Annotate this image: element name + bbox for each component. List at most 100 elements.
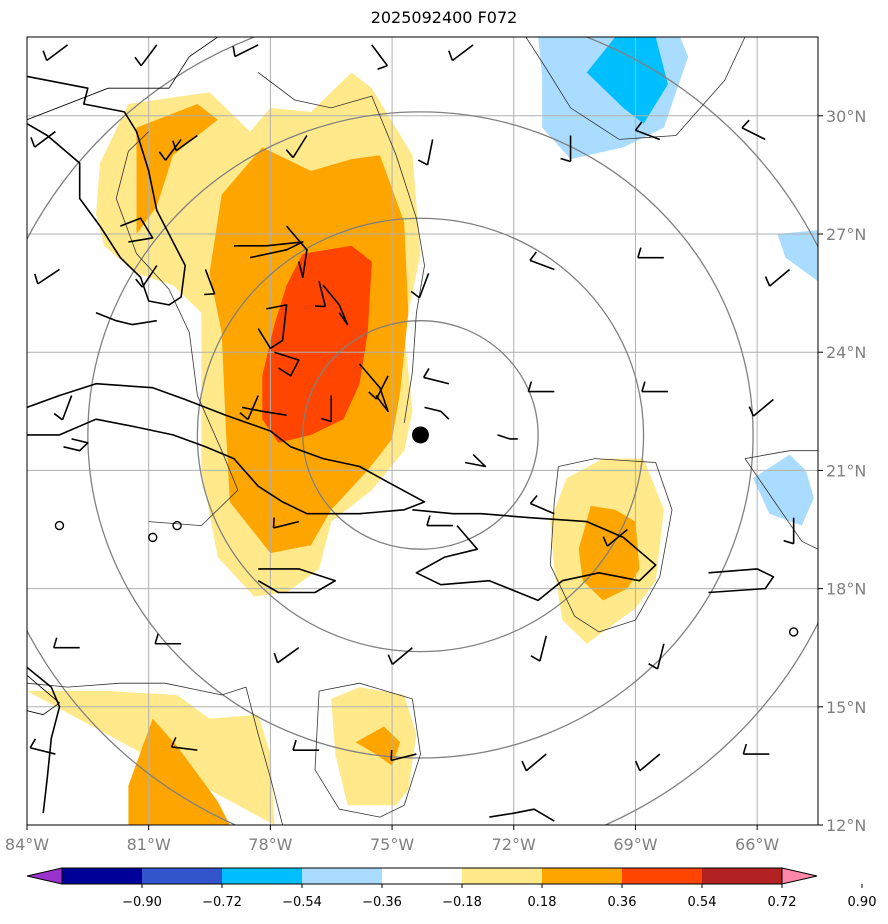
thin-contour-7 [27,682,283,825]
x-tick-label-4: 72°W [492,835,536,854]
wind-barb-10 [560,135,572,163]
wind-barb-49 [634,753,661,772]
colorbar-segment-3 [302,868,382,884]
shaded-region-7 [128,718,230,825]
colorbar-segment-2 [222,868,302,884]
wind-barb-calm-31 [148,532,158,543]
shaded-region-13 [753,454,814,526]
colorbar-tick-label-7: 0.54 [688,895,717,910]
wind-barb-15 [204,269,216,296]
thin-contour-1 [257,72,425,424]
wind-barb-36 [783,517,795,545]
colorbar-segment-5 [462,868,542,884]
colorbar-tick-label-3: −0.36 [362,895,402,910]
coastline-11 [274,351,300,377]
x-tick-label-2: 78°W [248,835,292,854]
coastline-2 [27,382,426,515]
wind-barb-21 [53,395,73,421]
colorbar-segment-7 [622,868,702,884]
wind-barb-13 [34,268,60,285]
colorbar-tick-label-5: 0.18 [528,895,557,910]
coastline-19 [489,808,555,822]
border-1 [27,674,61,716]
thin-contour-2 [115,131,239,527]
colorbar-extend-low [26,867,63,885]
wind-barb-14 [135,265,158,288]
thin-contour-0 [525,37,746,140]
coastline-9 [257,304,288,350]
coastline-3 [63,438,89,452]
wind-barb-19 [637,247,664,259]
wind-barb-26 [527,381,555,393]
coastlines [27,37,775,822]
wind-barb-calm-29 [54,520,65,531]
wind-barb-calm-30 [172,520,182,531]
wind-barbs [29,44,799,772]
coastline-18 [27,666,61,814]
colorbar: −0.90 −0.72 −0.54 −0.36 −0.18 0.18 0.36 0.54 0.7… [26,867,876,910]
coastline-12 [358,363,389,413]
wind-barb-38 [154,633,182,645]
colorbar-tick-label-1: −0.72 [202,895,242,910]
shaded-region-11 [586,37,668,124]
shaded-region-5 [578,505,640,601]
y-tick-label-2: 24°N [826,343,866,362]
range-ring-1 [196,217,645,653]
wind-barb-32 [272,517,299,529]
colorbar-segment-0 [62,868,142,884]
coastline-8 [285,225,308,279]
colorbar-segment-8 [702,868,782,884]
wind-barb-11 [634,121,661,141]
shaded-field-layer [27,37,818,825]
border-0 [27,37,218,121]
x-tick-label-6: 66°W [735,835,779,854]
wind-barb-3 [371,44,389,71]
coastline-6 [708,568,775,594]
wind-barb-33 [426,515,453,527]
x-tick-label-3: 75°W [370,835,414,854]
y-tick-label-1: 27°N [826,225,866,244]
x-tick-label-0: 84°W [5,835,49,854]
y-tick-label-3: 21°N [826,461,866,480]
colorbar-tick-label-8: 0.72 [768,895,797,910]
wind-barb-47 [390,749,417,762]
colorbar-tick-label-4: −0.18 [442,895,482,910]
shaded-region-3 [262,245,372,443]
thin-contour-3 [549,458,673,633]
wind-barb-45 [170,737,198,751]
coastline-13 [424,406,450,420]
wind-barb-5 [30,130,56,148]
coastline-15 [464,454,487,468]
thin-contour-4 [744,450,818,459]
coastline-0 [27,75,186,306]
wind-barb-25 [422,368,450,385]
storm-center-marker [411,426,429,444]
wind-barb-41 [530,635,547,662]
colorbar-frame [61,867,783,885]
wind-barb-23 [321,395,333,423]
colorbar-tick-label-2: −0.54 [282,895,322,910]
wind-barb-48 [521,753,547,772]
wind-barb-4 [448,44,474,62]
wind-barb-17 [410,273,430,299]
y-tick-label-5: 15°N [826,698,866,717]
shaded-region-1 [136,104,218,234]
range-rings [27,37,818,825]
coastline-4 [257,568,337,594]
wind-barb-37 [52,637,80,649]
range-ring-0 [302,320,539,550]
y-tick-label-0: 30°N [826,107,866,126]
x-tick-label-1: 81°W [127,835,171,854]
colorbar-extend-high [781,867,818,885]
wind-barb-1 [134,44,158,67]
wind-barb-20 [764,268,791,287]
x-tick-label-5: 69°W [613,835,657,854]
y-tick-label-4: 18°N [826,580,866,599]
colorbar-tick-label-6: 0.36 [608,895,637,910]
range-ring-2 [87,111,754,759]
wind-barb-34 [529,494,555,515]
wind-barb-9 [417,139,434,166]
coastline-17 [95,312,157,326]
wind-barb-40 [387,647,413,665]
